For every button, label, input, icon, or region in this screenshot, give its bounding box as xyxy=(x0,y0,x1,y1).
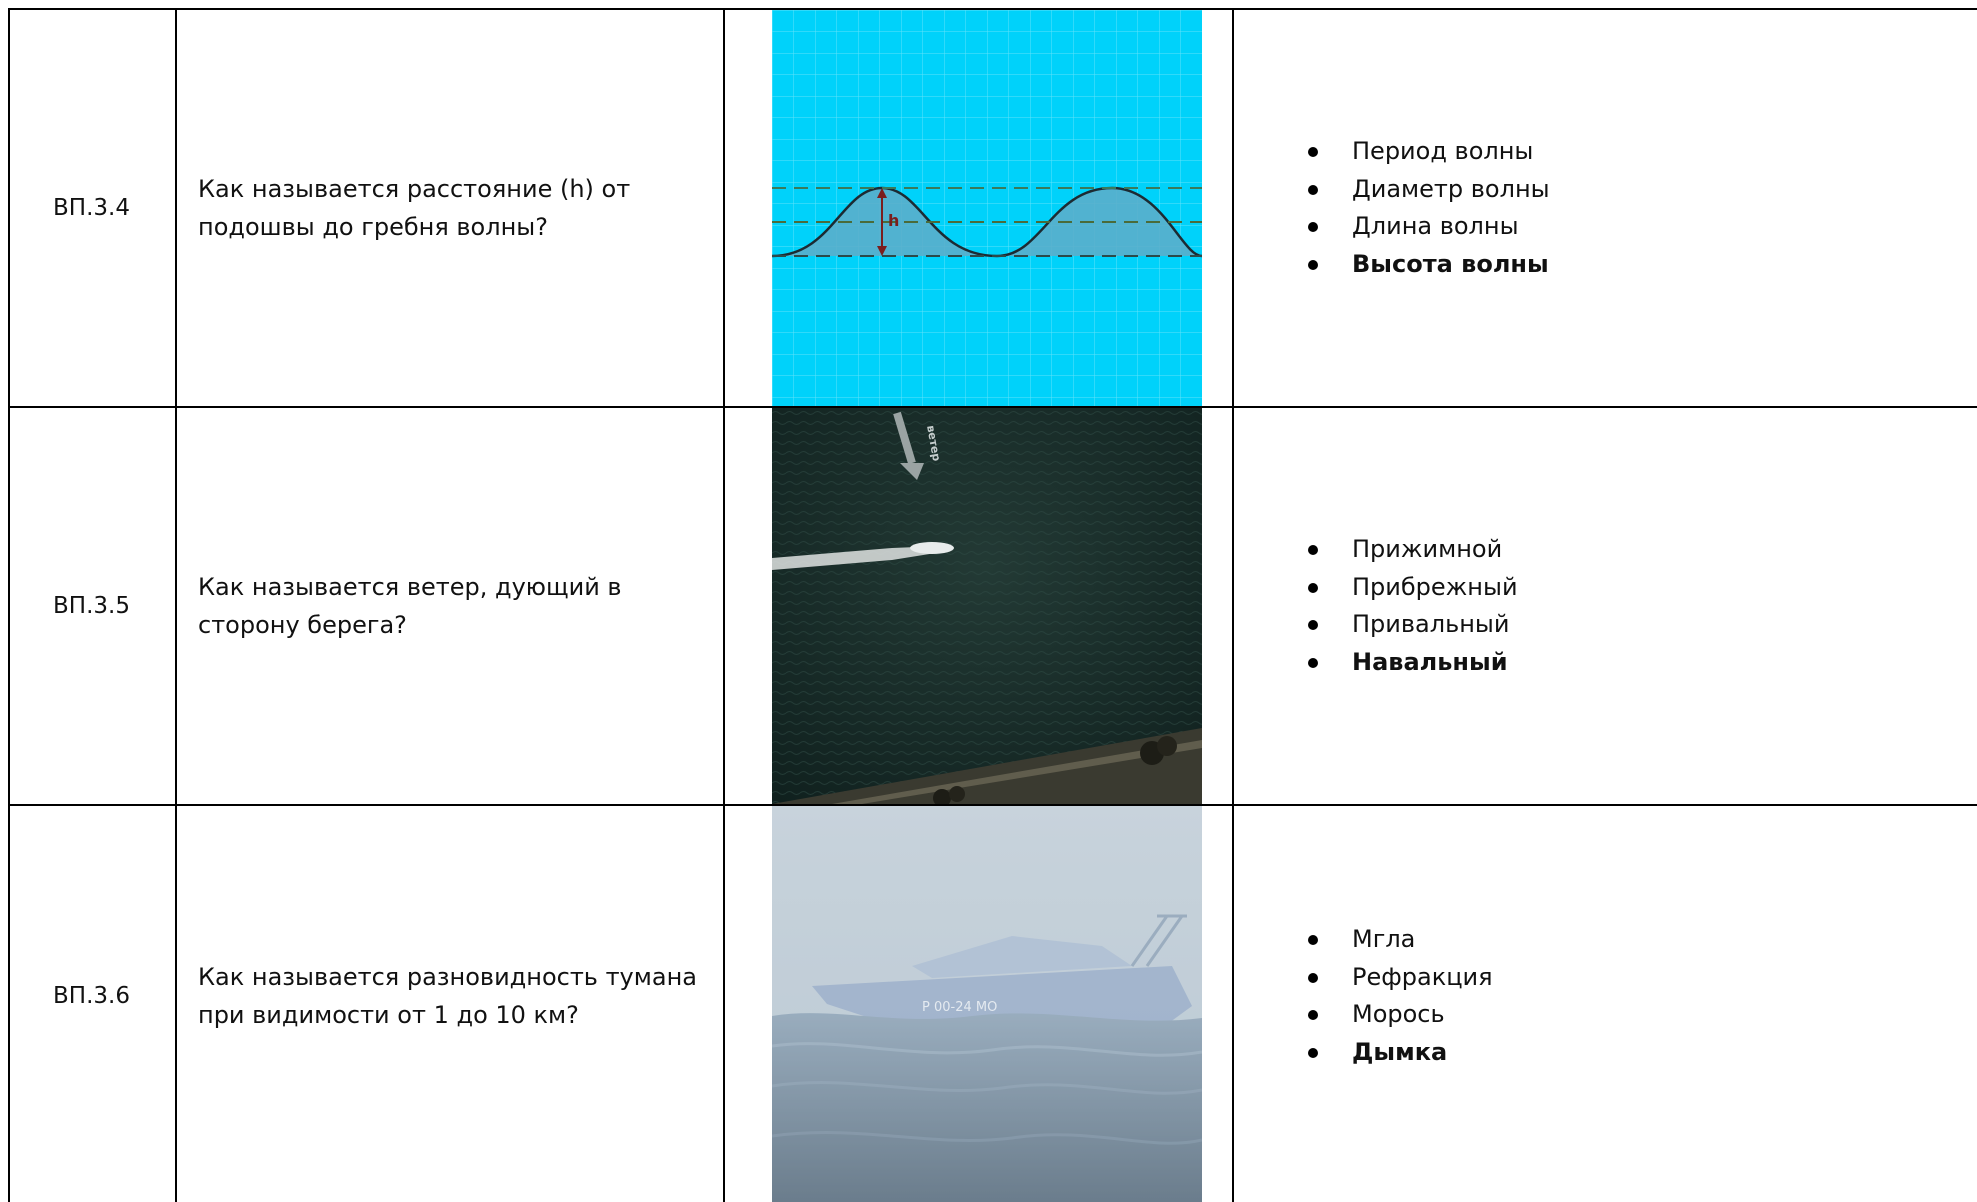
answer-list: Мгла Рефракция Морось Дымка xyxy=(1308,806,1908,1186)
answer-option-correct[interactable]: Навальный xyxy=(1308,644,1518,682)
fog-boat-scene: Р 00-24 МО xyxy=(772,806,1202,1202)
answer-option[interactable]: Привальный xyxy=(1308,606,1518,644)
answer-option-correct[interactable]: Высота волны xyxy=(1308,246,1550,284)
question-text: Как называется разновидность тумана при … xyxy=(198,963,697,1029)
answer-option[interactable]: Длина волны xyxy=(1308,208,1550,246)
wind-label: ветер xyxy=(924,424,943,462)
answer-option-correct[interactable]: Дымка xyxy=(1308,1034,1493,1072)
height-label: h xyxy=(888,211,899,230)
table-row: ВП.3.4 Как называется расстояние (h) от … xyxy=(8,10,1977,406)
question-id: ВП.3.6 xyxy=(53,983,130,1009)
column-divider xyxy=(723,8,725,1202)
boat-registration: Р 00-24 МО xyxy=(922,1000,997,1015)
answer-option[interactable]: Диаметр волны xyxy=(1308,171,1550,209)
question-id: ВП.3.5 xyxy=(53,593,130,619)
answer-list: Прижимной Прибрежный Привальный Навальны… xyxy=(1308,408,1908,804)
answer-option[interactable]: Прибрежный xyxy=(1308,569,1518,607)
column-divider xyxy=(1232,8,1234,1202)
wind-shore-scene: ветер xyxy=(772,408,1202,804)
table-row: ВП.3.5 Как называется ветер, дующий в ст… xyxy=(8,408,1977,804)
answer-list: Период волны Диаметр волны Длина волны В… xyxy=(1308,10,1908,406)
table-border-left xyxy=(8,8,10,1202)
answer-option[interactable]: Прижимной xyxy=(1308,531,1518,569)
wave-diagram: h xyxy=(772,10,1202,406)
question-text: Как называется расстояние (h) от подошвы… xyxy=(198,175,631,241)
answer-option[interactable]: Рефракция xyxy=(1308,959,1493,997)
wave-diagram-image: h xyxy=(772,10,1202,406)
answer-option[interactable]: Мгла xyxy=(1308,921,1493,959)
table-border-top xyxy=(8,8,1977,10)
question-text: Как называется ветер, дующий в сторону б… xyxy=(198,573,622,639)
question-id: ВП.3.4 xyxy=(53,195,130,221)
fog-boat-image: Р 00-24 МО xyxy=(772,806,1202,1202)
column-divider xyxy=(175,8,177,1202)
row-divider xyxy=(8,406,1977,408)
answer-option[interactable]: Морось xyxy=(1308,996,1493,1034)
wind-shore-image: ветер xyxy=(772,408,1202,804)
answer-option[interactable]: Период волны xyxy=(1308,133,1550,171)
row-divider xyxy=(8,804,1977,806)
table-row: ВП.3.6 Как называется разновидность тума… xyxy=(8,806,1977,1202)
